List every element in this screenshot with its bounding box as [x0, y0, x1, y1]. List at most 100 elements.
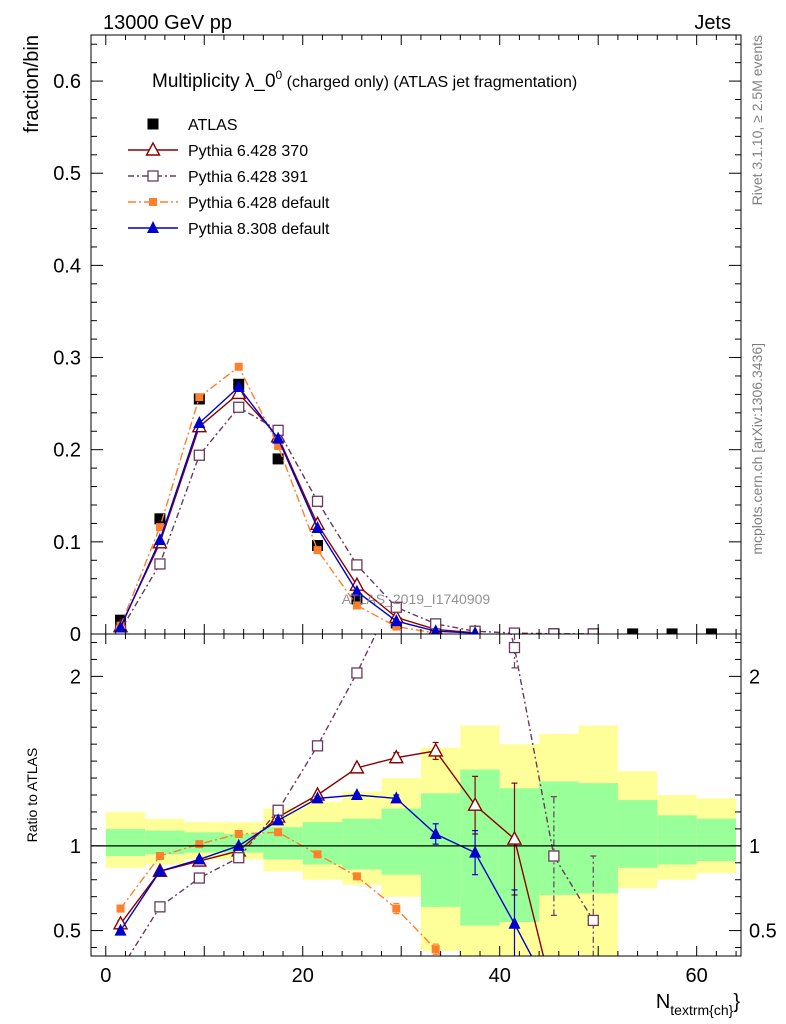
uncertainty-band-green: [617, 800, 658, 868]
marker-triangle-open: [388, 749, 404, 764]
chart-title-main: Multiplicity λ_0: [152, 71, 276, 92]
uncertainty-band-green: [302, 822, 343, 865]
marker-square-small: [195, 393, 204, 402]
marker-square-open: [351, 559, 363, 571]
marker-square-small: [234, 829, 243, 838]
marker-triangle-filled: [471, 626, 480, 634]
marker-square-open: [508, 641, 521, 654]
marker-square-open: [311, 495, 324, 507]
marker-square-open: [233, 401, 245, 413]
mcplots-label: mcplots.cern.ch [arXiv:1306.3436]: [749, 343, 765, 555]
marker-triangle-open: [349, 759, 365, 774]
marker-square-small: [116, 904, 125, 913]
marker-square-open: [351, 667, 363, 679]
marker-square-open: [154, 901, 166, 913]
marker-square-open: [193, 449, 205, 461]
uncertainty-band-green: [184, 832, 224, 853]
marker-triangle-filled: [193, 415, 206, 428]
ratio-bands: [105, 725, 737, 956]
marker-triangle-filled: [429, 826, 442, 839]
rivet-version-label: Rivet 3.1.10, ≥ 2.5M events: [749, 35, 765, 205]
legend-label: Pythia 6.428 default: [188, 195, 330, 212]
marker-triangle-filled: [153, 864, 166, 877]
marker-square-open: [587, 914, 599, 927]
y-tick-label-top: 0.1: [53, 532, 81, 554]
x-axis-label: Ntextrm{ch}}: [656, 991, 740, 1018]
marker-triangle-filled: [390, 791, 403, 804]
legend-label: Pythia 6.428 391: [188, 169, 308, 186]
marker-square-small: [234, 362, 243, 371]
marker-square-filled: [272, 453, 284, 465]
marker-triangle-filled: [350, 584, 363, 597]
legend: ATLAS Pythia 6.428 370 Pythia 6.428 391 Pyt…: [128, 117, 330, 238]
marker-square-filled: [705, 628, 717, 634]
uncertainty-band-green: [145, 830, 185, 855]
y-tick-label-top: 0.5: [53, 163, 81, 185]
marker-square-small: [431, 945, 440, 954]
marker-square-filled: [312, 540, 324, 552]
marker-square-small: [155, 852, 164, 861]
uncertainty-band-green: [342, 818, 382, 870]
uncertainty-band-green: [381, 808, 421, 875]
ratio-line-3: [119, 831, 443, 956]
y-tick-label-ratio-right: 0.5: [749, 921, 777, 943]
x-axis-label-main: N: [656, 991, 670, 1013]
marker-triangle-filled: [153, 533, 166, 546]
marker-triangle-filled: [469, 845, 482, 858]
series-line-4: [119, 385, 476, 634]
marker-square-open: [193, 872, 205, 884]
ratio-series: [112, 634, 599, 956]
y-tick-label-ratio-left: 1: [70, 836, 81, 858]
marker-square-filled: [147, 118, 159, 130]
uncertainty-band-green: [460, 769, 500, 926]
marker-triangle-open: [231, 385, 247, 400]
legend-label: Pythia 8.308 default: [188, 221, 330, 238]
marker-triangle-open: [467, 796, 483, 811]
marker-square-small: [155, 523, 164, 532]
x-tick-label: 60: [686, 965, 708, 987]
uncertainty-band-green: [499, 788, 540, 923]
uncertainty-band-green: [105, 828, 146, 857]
marker-square-open: [154, 558, 166, 570]
x-tick-label: 40: [489, 965, 511, 987]
header-right: Jets: [694, 12, 731, 34]
marker-triangle-filled: [350, 788, 363, 800]
y-tick-label-ratio-left: 0.5: [53, 921, 81, 943]
y-tick-label-ratio-right: 2: [749, 666, 760, 688]
marker-triangle-filled: [272, 813, 285, 826]
marker-triangle-filled: [430, 624, 441, 634]
marker-triangle-filled: [232, 380, 245, 393]
marker-square-filled: [627, 628, 639, 634]
marker-square-open: [311, 740, 324, 752]
marker-triangle-filled: [114, 923, 127, 936]
y-axis-label-ratio: Ratio to ATLAS: [24, 748, 40, 843]
x-axis-label-close: }: [733, 991, 740, 1013]
marker-square-small: [313, 850, 322, 859]
axis-ticks: 0 20 40 60 0 0.1 0.2 0.3 0.4 0.5 0.6 0.5 0.5 1 1 2 2: [53, 35, 777, 987]
x-tick-label: 0: [100, 965, 111, 987]
legend-label: Pythia 6.428 370: [188, 143, 308, 160]
marker-square-small: [274, 828, 283, 837]
legend-label: ATLAS: [188, 117, 238, 134]
marker-square-filled: [666, 628, 678, 634]
y-tick-label-ratio-left: 2: [70, 666, 81, 688]
marker-triangle-filled: [114, 620, 127, 633]
uncertainty-band-green: [578, 783, 618, 894]
marker-triangle-filled: [147, 221, 159, 233]
uncertainty-band-green: [657, 815, 697, 865]
marker-square-small: [313, 546, 322, 555]
marker-square-small: [274, 442, 283, 451]
uncertainty-band-green: [420, 793, 461, 907]
y-tick-label-top: 0.2: [53, 440, 81, 462]
marker-square-open: [390, 601, 402, 613]
header-left: 13000 GeV pp: [103, 12, 232, 34]
marker-square-open: [233, 852, 245, 864]
marker-square-small: [352, 601, 361, 610]
marker-triangle-filled: [311, 521, 324, 534]
marker-square-small: [352, 872, 361, 881]
y-tick-label-top: 0.4: [53, 255, 81, 277]
marker-triangle-open: [428, 742, 444, 757]
marker-triangle-filled: [390, 614, 403, 627]
x-axis-label-sub: textrm{ch}: [670, 1002, 733, 1018]
